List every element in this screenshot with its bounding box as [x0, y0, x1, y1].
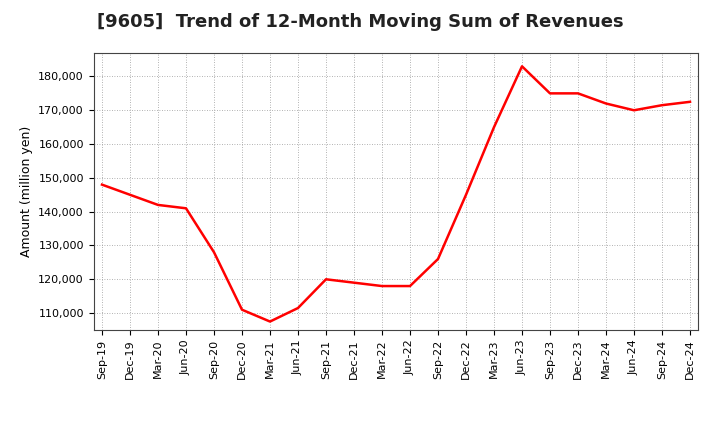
Y-axis label: Amount (million yen): Amount (million yen): [19, 126, 32, 257]
Text: [9605]  Trend of 12-Month Moving Sum of Revenues: [9605] Trend of 12-Month Moving Sum of R…: [96, 13, 624, 31]
